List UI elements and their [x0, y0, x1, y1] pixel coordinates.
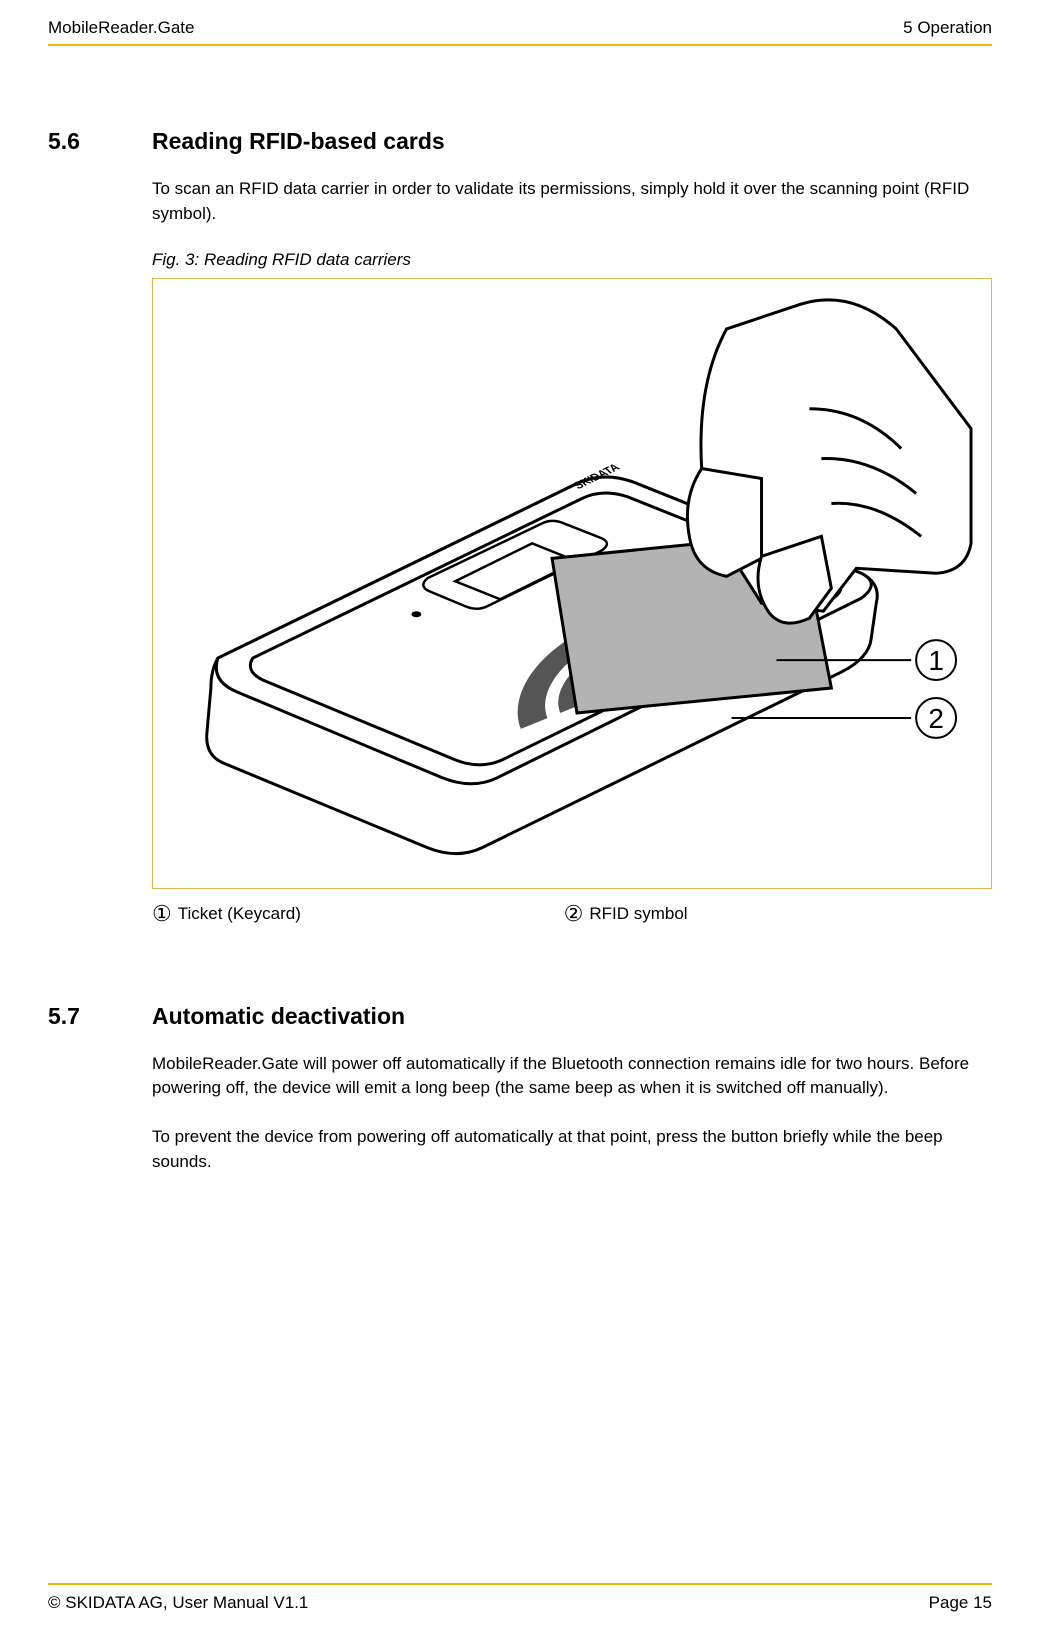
figure-legend: ① Ticket (Keycard) ② RFID symbol [152, 903, 992, 925]
legend-1-num: ① [152, 903, 172, 925]
rfid-diagram: SKIDATA [163, 289, 981, 878]
section-intro: To scan an RFID data carrier in order to… [152, 177, 992, 226]
section-number: 5.7 [48, 1003, 152, 1199]
page-header: MobileReader.Gate 5 Operation [48, 0, 992, 46]
section-p1: MobileReader.Gate will power off automat… [152, 1052, 992, 1101]
callout-2: 2 [928, 703, 944, 734]
section-title: Reading RFID-based cards [152, 128, 992, 155]
section-title: Automatic deactivation [152, 1003, 992, 1030]
section-number: 5.6 [48, 128, 152, 975]
footer-left: © SKIDATA AG, User Manual V1.1 [48, 1593, 308, 1613]
legend-2-num: ② [564, 903, 584, 925]
callout-1: 1 [928, 645, 944, 676]
hand [687, 300, 971, 623]
section-5-6: 5.6 Reading RFID-based cards To scan an … [48, 128, 992, 975]
header-left: MobileReader.Gate [48, 18, 194, 38]
section-5-7: 5.7 Automatic deactivation MobileReader.… [48, 1003, 992, 1199]
legend-2-text: RFID symbol [589, 904, 687, 924]
section-p2: To prevent the device from powering off … [152, 1125, 992, 1174]
figure-3: SKIDATA [152, 278, 992, 889]
page-footer: © SKIDATA AG, User Manual V1.1 Page 15 [48, 1583, 992, 1613]
legend-1-text: Ticket (Keycard) [178, 904, 301, 924]
footer-right: Page 15 [929, 1593, 992, 1613]
figure-caption: Fig. 3: Reading RFID data carriers [152, 250, 992, 270]
header-right: 5 Operation [903, 18, 992, 38]
